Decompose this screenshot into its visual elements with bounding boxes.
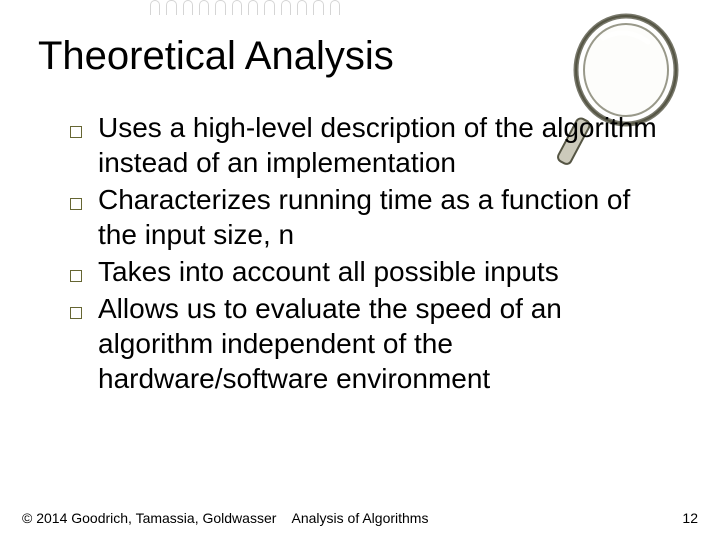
square-bullet-icon	[70, 126, 82, 138]
square-bullet-icon	[70, 307, 82, 319]
bullet-item: Uses a high-level description of the alg…	[70, 110, 670, 180]
bullet-text: Takes into account all possible inputs	[98, 254, 559, 289]
spiral-binding-decoration	[150, 0, 340, 20]
slide-body: Uses a high-level description of the alg…	[70, 110, 670, 398]
bullet-text: Characterizes running time as a function…	[98, 182, 670, 252]
bullet-text: Uses a high-level description of the alg…	[98, 110, 670, 180]
slide-footer: © 2014 Goodrich, Tamassia, Goldwasser An…	[0, 506, 720, 526]
footer-title: Analysis of Algorithms	[0, 510, 720, 526]
bullet-text: Allows us to evaluate the speed of an al…	[98, 291, 670, 396]
footer-page-number: 12	[682, 510, 698, 526]
square-bullet-icon	[70, 198, 82, 210]
square-bullet-icon	[70, 270, 82, 282]
bullet-item: Allows us to evaluate the speed of an al…	[70, 291, 670, 396]
bullet-item: Characterizes running time as a function…	[70, 182, 670, 252]
slide: Theoretical Analysis Uses a high-level d…	[0, 0, 720, 540]
slide-title: Theoretical Analysis	[38, 34, 394, 79]
bullet-item: Takes into account all possible inputs	[70, 254, 670, 289]
